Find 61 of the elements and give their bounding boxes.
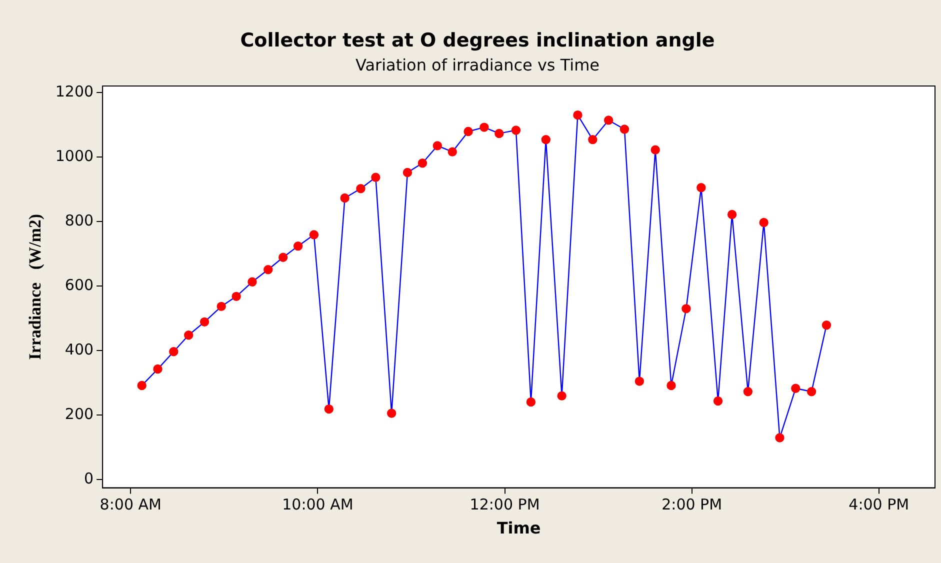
point xyxy=(743,387,753,396)
x-tick-label: 12:00 PM xyxy=(470,496,540,514)
point xyxy=(216,302,226,312)
point xyxy=(402,168,412,178)
point xyxy=(634,376,644,386)
point xyxy=(169,347,178,356)
point xyxy=(604,116,614,125)
chart-title: Collector test at O degrees inclination angle xyxy=(240,29,715,52)
point xyxy=(511,126,521,135)
point xyxy=(448,147,457,156)
point xyxy=(791,384,800,393)
y-axis-title: Irradiance (W/m2) xyxy=(26,214,45,360)
point xyxy=(494,128,504,138)
y-tick-label: 600 xyxy=(64,276,94,294)
x-tick-label: 4:00 PM xyxy=(848,496,910,514)
point xyxy=(650,145,660,154)
point xyxy=(248,277,257,286)
point xyxy=(324,404,334,414)
point xyxy=(713,396,723,406)
point xyxy=(526,397,536,407)
point xyxy=(184,330,194,340)
point xyxy=(309,230,319,240)
point xyxy=(371,172,380,182)
point xyxy=(696,183,706,192)
y-tick-label: 1200 xyxy=(55,82,94,100)
point xyxy=(153,364,162,374)
point xyxy=(682,304,691,314)
point xyxy=(822,320,832,330)
y-tick-label: 1000 xyxy=(55,146,94,165)
point xyxy=(356,184,366,194)
point xyxy=(293,241,303,251)
point xyxy=(573,110,582,120)
x-axis-title: Time xyxy=(496,518,541,538)
x-tick-label: 8:00 AM xyxy=(100,496,162,514)
point xyxy=(620,124,630,134)
y-tick-label: 0 xyxy=(84,470,94,488)
chart-subtitle: Variation of irradiance vs Time xyxy=(355,56,600,75)
point xyxy=(588,134,598,144)
point xyxy=(806,387,816,396)
y-tick-label: 800 xyxy=(64,211,94,230)
point xyxy=(200,317,210,327)
point xyxy=(232,292,241,302)
point xyxy=(666,380,676,390)
y-tick-label: 200 xyxy=(64,405,94,424)
point xyxy=(775,433,784,442)
point xyxy=(278,252,288,262)
point xyxy=(386,408,396,418)
point xyxy=(480,122,489,132)
point xyxy=(541,134,551,144)
point xyxy=(432,141,442,150)
point xyxy=(418,158,428,168)
point xyxy=(759,218,768,228)
point xyxy=(340,193,350,203)
x-tick-label: 2:00 PM xyxy=(662,496,722,514)
point xyxy=(727,210,737,220)
point xyxy=(557,391,566,400)
point xyxy=(137,380,146,390)
point xyxy=(464,126,473,136)
y-tick-label: 400 xyxy=(64,340,94,359)
point xyxy=(264,265,273,274)
x-tick-label: 10:00 AM xyxy=(282,496,354,514)
